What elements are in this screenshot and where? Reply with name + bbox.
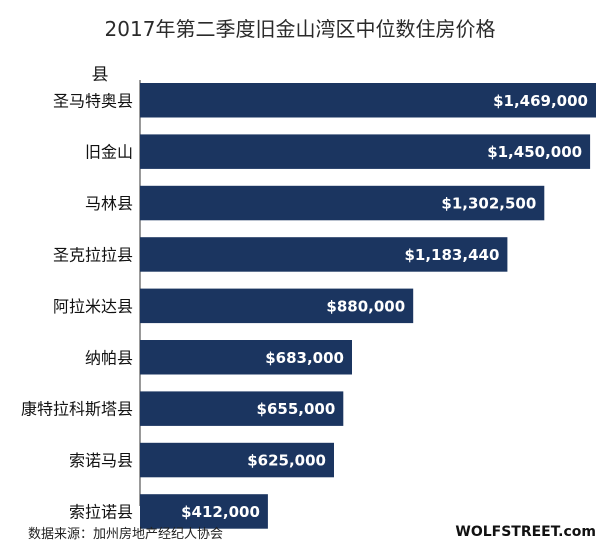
bar-3 bbox=[140, 185, 545, 221]
chart-title: 2017年第二季度旧金山湾区中位数住房价格 bbox=[105, 17, 496, 41]
value-label-7: $655,000 bbox=[257, 400, 336, 418]
axis-title: 县 bbox=[92, 65, 109, 85]
bar-9 bbox=[140, 494, 268, 529]
category-label-5: 阿拉米达县 bbox=[53, 297, 133, 316]
bar-2 bbox=[140, 134, 591, 169]
category-label-3: 马林县 bbox=[85, 194, 133, 213]
category-label-1: 圣马特奥县 bbox=[53, 91, 133, 110]
bar-1 bbox=[140, 83, 596, 118]
value-label-2: $1,450,000 bbox=[487, 143, 582, 161]
value-label-1: $1,469,000 bbox=[493, 92, 588, 110]
category-label-2: 旧金山 bbox=[85, 143, 133, 162]
value-label-8: $625,000 bbox=[247, 452, 326, 470]
value-label-5: $880,000 bbox=[326, 297, 405, 315]
bar-4 bbox=[140, 237, 508, 272]
category-label-6: 纳帕县 bbox=[85, 348, 133, 367]
bar-7 bbox=[140, 391, 344, 426]
brand-mark: WOLFSTREET.com bbox=[455, 524, 596, 540]
bar-5 bbox=[140, 288, 414, 324]
bars-group: 圣马特奥县 $1,469,000 旧金山 $1,450,000 马林县 $1,302,50… bbox=[21, 83, 596, 529]
bar-8 bbox=[140, 442, 334, 478]
value-label-4: $1,183,440 bbox=[404, 246, 499, 264]
value-label-6: $683,000 bbox=[265, 349, 344, 367]
category-label-9: 索拉诺县 bbox=[69, 503, 133, 522]
value-label-3: $1,302,500 bbox=[441, 195, 536, 213]
category-label-4: 圣克拉拉县 bbox=[53, 245, 133, 264]
bar-6 bbox=[140, 340, 352, 375]
category-label-7: 康特拉科斯塔县 bbox=[21, 400, 133, 419]
value-label-9: $412,000 bbox=[181, 503, 260, 521]
category-label-8: 索诺马县 bbox=[69, 451, 133, 470]
source-note: 数据来源：加州房地产经纪人协会 bbox=[28, 526, 223, 542]
